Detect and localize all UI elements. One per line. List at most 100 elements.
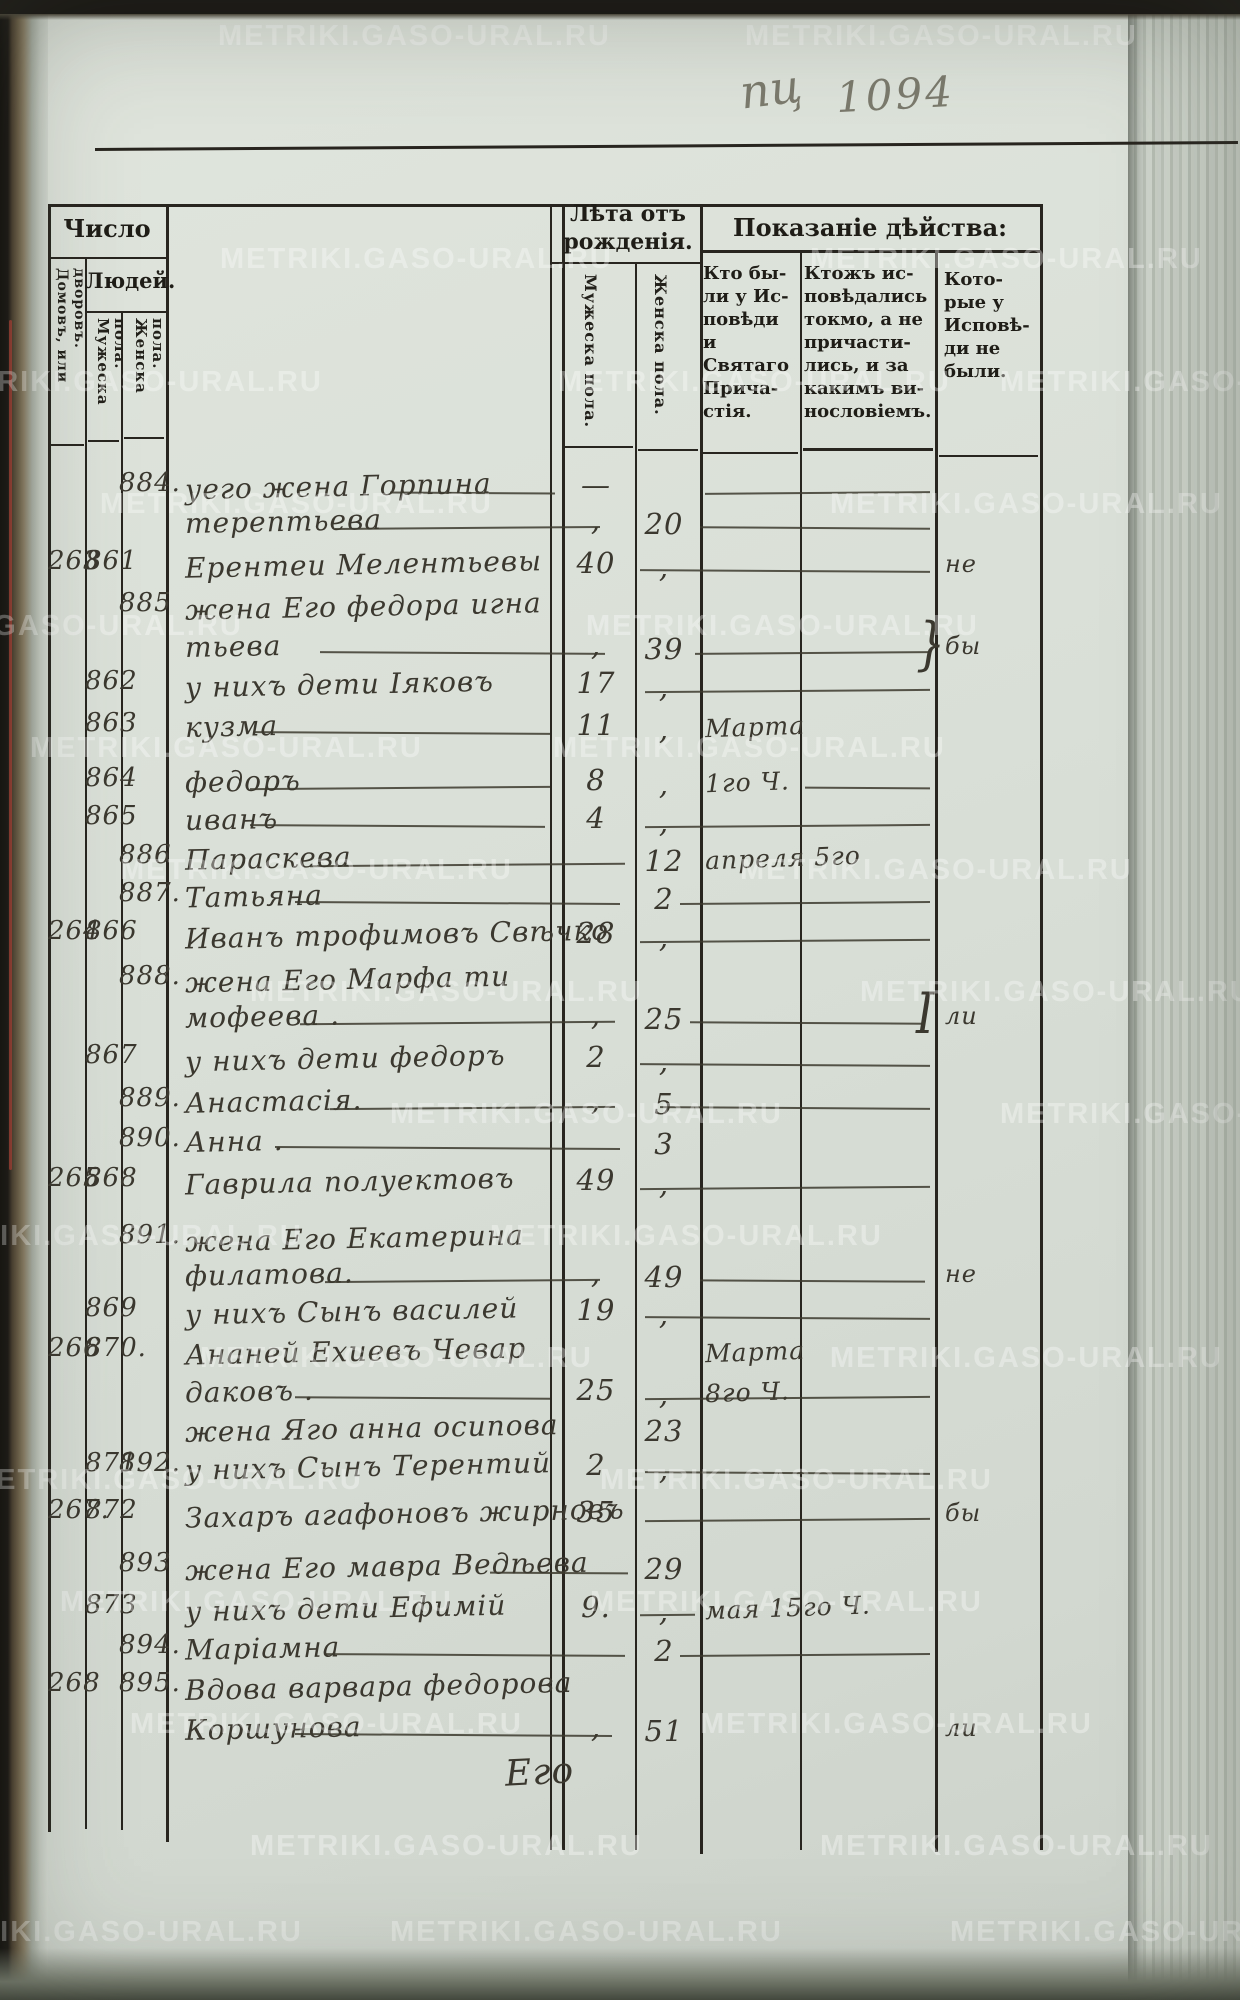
header-rule [700, 250, 1040, 253]
female-number: 892. [119, 1448, 181, 1478]
entry-text: жена Яго анна осипова [184, 1408, 559, 1449]
table-left-border [48, 204, 51, 1832]
male-number: 865 [85, 801, 138, 831]
ink-brace: } [916, 609, 947, 677]
entry-text: Ананей Ехиевъ Чевар [184, 1331, 527, 1372]
header-tick [703, 452, 798, 454]
entry-text: Захаръ агафоновъ жирновъ [184, 1492, 625, 1535]
header-rule [552, 262, 700, 264]
female-age: 3 [654, 1127, 674, 1161]
absence-note: ли [945, 1002, 978, 1030]
watermark-text: METRIKI.GASO-URAL.RU [390, 1916, 783, 1948]
female-age: 23 [644, 1414, 684, 1448]
watermark-text: METRIKI.GASO-URAL.RU [700, 1708, 1093, 1740]
header-col-dvorov: Домовъ, или дворовъ. [54, 268, 87, 384]
entry-text: жена Его Марфа ти [184, 959, 511, 1000]
ink-stroke [694, 651, 929, 655]
header-tick [939, 455, 1038, 457]
female-number: 885 [119, 588, 172, 618]
ink-stroke [294, 901, 621, 905]
ink-stroke [699, 526, 931, 530]
male-age: 28 [576, 916, 616, 950]
male-number: 871 [85, 1448, 138, 1478]
header-chislo: Число [63, 214, 151, 243]
header-tick [638, 449, 698, 451]
female-number: 890. [119, 1123, 181, 1153]
col-divider [700, 204, 703, 1854]
male-number: 863 [85, 708, 138, 738]
male-number: 866 [85, 916, 138, 946]
ink-stroke [319, 651, 606, 655]
household-number: 264 [48, 916, 101, 946]
entry-text: Параскева [184, 840, 353, 877]
female-age: 5 [654, 1087, 674, 1121]
confession-date-note: мая 15го Ч. [704, 1590, 872, 1626]
male-age: 40 [576, 546, 616, 580]
watermark-text: METRIKI.GASO-URAL.RU [490, 1220, 883, 1252]
watermark-text: METRIKI.GASO-URAL.RU [250, 1830, 643, 1862]
entry-text: Маріамна [184, 1630, 341, 1667]
male-age: 11 [576, 708, 616, 742]
male-number: 867 [85, 1040, 138, 1070]
female-age: , [658, 670, 670, 704]
female-number: 889. [119, 1083, 181, 1113]
absence-note: бы [945, 632, 982, 660]
col-divider [635, 264, 637, 1850]
confession-date-note: 1го Ч. [704, 766, 791, 799]
ink-brace: I [916, 979, 936, 1047]
book-binding-edge [0, 0, 48, 2000]
male-number: 870. [85, 1333, 147, 1363]
pencil-page-number: 1094 [834, 66, 957, 123]
female-age: , [658, 1452, 670, 1486]
household-number: 267. [48, 1495, 110, 1525]
header-tick [50, 444, 84, 446]
header-pokazanie: Показаніе дѣйства: [733, 213, 1007, 242]
entry-text: у нихъ дети Ефимій [184, 1588, 507, 1629]
female-age: 29 [644, 1552, 684, 1586]
male-number: 869 [85, 1293, 138, 1323]
entry-text: Анна . [184, 1123, 284, 1160]
female-age: 25 [644, 1002, 684, 1036]
entry-text: Татьяна [184, 878, 324, 915]
female-age: 2 [654, 1634, 674, 1668]
entry-text: у нихъ дети Іяковъ [184, 664, 495, 705]
ink-stroke [679, 901, 931, 905]
confession-date-note: Марта [704, 710, 806, 744]
female-number: 884. [119, 468, 181, 498]
scan-top-shadow [0, 14, 1240, 20]
header-age-male: Мужеска пола. [581, 274, 600, 429]
female-number: 893 [119, 1548, 172, 1578]
female-number: 895. [119, 1668, 181, 1698]
ink-stroke [689, 1021, 926, 1025]
female-age: 2 [654, 882, 674, 916]
household-number: 265 [48, 1163, 101, 1193]
col-divider [935, 252, 938, 1852]
female-age: 51 [644, 1714, 684, 1748]
entry-text: жена Его федора игна [184, 586, 543, 627]
female-age: , [658, 767, 670, 801]
female-age: 39 [644, 632, 684, 666]
header-tick [803, 448, 933, 451]
male-age: 17 [576, 666, 616, 700]
male-age: , [590, 1083, 602, 1117]
entry-text: иванъ [184, 802, 279, 837]
ink-stroke [704, 491, 931, 495]
watermark-text: METRIKI.GASO-URAL.RU [745, 20, 1138, 52]
female-number: 887. [119, 878, 181, 908]
entry-text: Гаврила полуектовъ [184, 1161, 515, 1202]
male-age: 35 [576, 1495, 616, 1529]
ink-stroke [249, 824, 546, 828]
ink-stroke [699, 1279, 926, 1283]
header-col-muzheska: Мужеска пола. [94, 318, 129, 406]
male-age: , [590, 503, 602, 537]
entry-text: у нихъ Сынъ василей [184, 1291, 519, 1332]
household-number: 263 [48, 546, 101, 576]
male-number: 862 [85, 666, 138, 696]
male-number: 861 [85, 546, 138, 576]
confession-date-note: апреля 5го [704, 840, 862, 876]
male-age: 8 [586, 763, 606, 797]
male-age: — [581, 468, 611, 502]
ink-stroke [324, 1278, 601, 1284]
entry-text: Анастасія. [184, 1083, 363, 1120]
female-age: , [658, 805, 670, 839]
